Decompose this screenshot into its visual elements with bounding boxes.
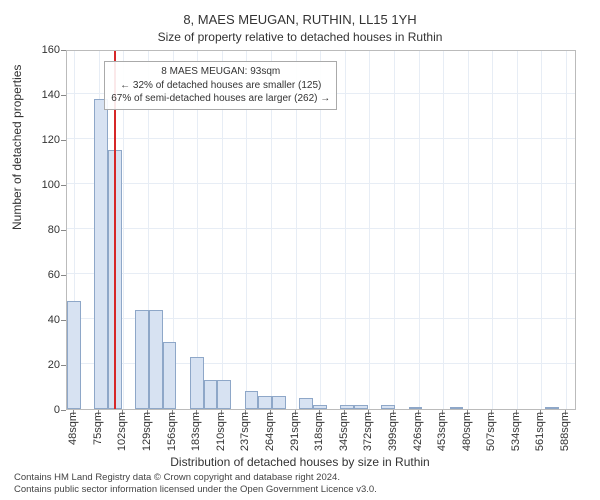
- footer-line-2: Contains public sector information licen…: [14, 484, 377, 496]
- histogram-bar: [204, 380, 218, 409]
- annotation-line-2: ← 32% of detached houses are smaller (12…: [111, 79, 330, 93]
- annotation-line-1: 8 MAES MEUGAN: 93sqm: [111, 65, 330, 79]
- histogram-bar: [354, 405, 368, 410]
- histogram-bar: [258, 396, 272, 410]
- chart-container: 8, MAES MEUGAN, RUTHIN, LL15 1YH Size of…: [0, 0, 600, 500]
- y-tick: 100: [20, 179, 60, 191]
- annotation-box: 8 MAES MEUGAN: 93sqm ← 32% of detached h…: [104, 61, 337, 110]
- histogram-bar: [94, 99, 108, 410]
- histogram-bar: [135, 310, 149, 409]
- x-axis-label: Distribution of detached houses by size …: [0, 455, 600, 469]
- histogram-bar: [272, 396, 286, 410]
- x-tick: 453sqm: [436, 412, 448, 451]
- x-tick: 588sqm: [559, 412, 571, 451]
- x-tick: 480sqm: [461, 412, 473, 451]
- x-tick: 534sqm: [510, 412, 522, 451]
- y-tick: 160: [20, 44, 60, 56]
- histogram-bar: [67, 301, 81, 409]
- x-tick: 237sqm: [239, 412, 251, 451]
- annotation-line-3: 67% of semi-detached houses are larger (…: [111, 92, 330, 106]
- x-tick: 129sqm: [141, 412, 153, 451]
- plot-area: 8 MAES MEUGAN: 93sqm ← 32% of detached h…: [66, 50, 576, 410]
- histogram-bar: [299, 398, 313, 409]
- chart-subtitle: Size of property relative to detached ho…: [10, 30, 590, 44]
- x-tick: 156sqm: [166, 412, 178, 451]
- x-tick: 264sqm: [264, 412, 276, 451]
- y-tick: 40: [20, 314, 60, 326]
- x-tick: 291sqm: [289, 412, 301, 451]
- x-tick: 318sqm: [313, 412, 325, 451]
- x-tick: 399sqm: [387, 412, 399, 451]
- x-tick: 210sqm: [215, 412, 227, 451]
- histogram-bar: [545, 407, 559, 409]
- chart-title: 8, MAES MEUGAN, RUTHIN, LL15 1YH: [10, 12, 590, 28]
- y-tick: 0: [20, 404, 60, 416]
- y-tick: 20: [20, 359, 60, 371]
- x-tick: 561sqm: [534, 412, 546, 451]
- histogram-bar: [217, 380, 231, 409]
- histogram-bar: [245, 391, 259, 409]
- x-tick: 372sqm: [362, 412, 374, 451]
- x-tick: 426sqm: [412, 412, 424, 451]
- x-tick: 183sqm: [190, 412, 202, 451]
- histogram-bar: [190, 357, 204, 409]
- footer: Contains HM Land Registry data © Crown c…: [14, 472, 377, 496]
- histogram-bar: [409, 407, 423, 409]
- y-tick: 80: [20, 224, 60, 236]
- footer-line-1: Contains HM Land Registry data © Crown c…: [14, 472, 377, 484]
- x-tick: 345sqm: [338, 412, 350, 451]
- x-tick: 75sqm: [92, 412, 104, 445]
- x-tick: 48sqm: [67, 412, 79, 445]
- y-tick: 60: [20, 269, 60, 281]
- y-tick: 120: [20, 134, 60, 146]
- histogram-bar: [149, 310, 163, 409]
- histogram-bar: [381, 405, 395, 410]
- histogram-bar: [450, 407, 464, 409]
- x-tick: 102sqm: [116, 412, 128, 451]
- histogram-bar: [313, 405, 327, 410]
- x-tick: 507sqm: [485, 412, 497, 451]
- histogram-bar: [340, 405, 354, 410]
- y-tick: 140: [20, 89, 60, 101]
- histogram-bar: [163, 342, 177, 410]
